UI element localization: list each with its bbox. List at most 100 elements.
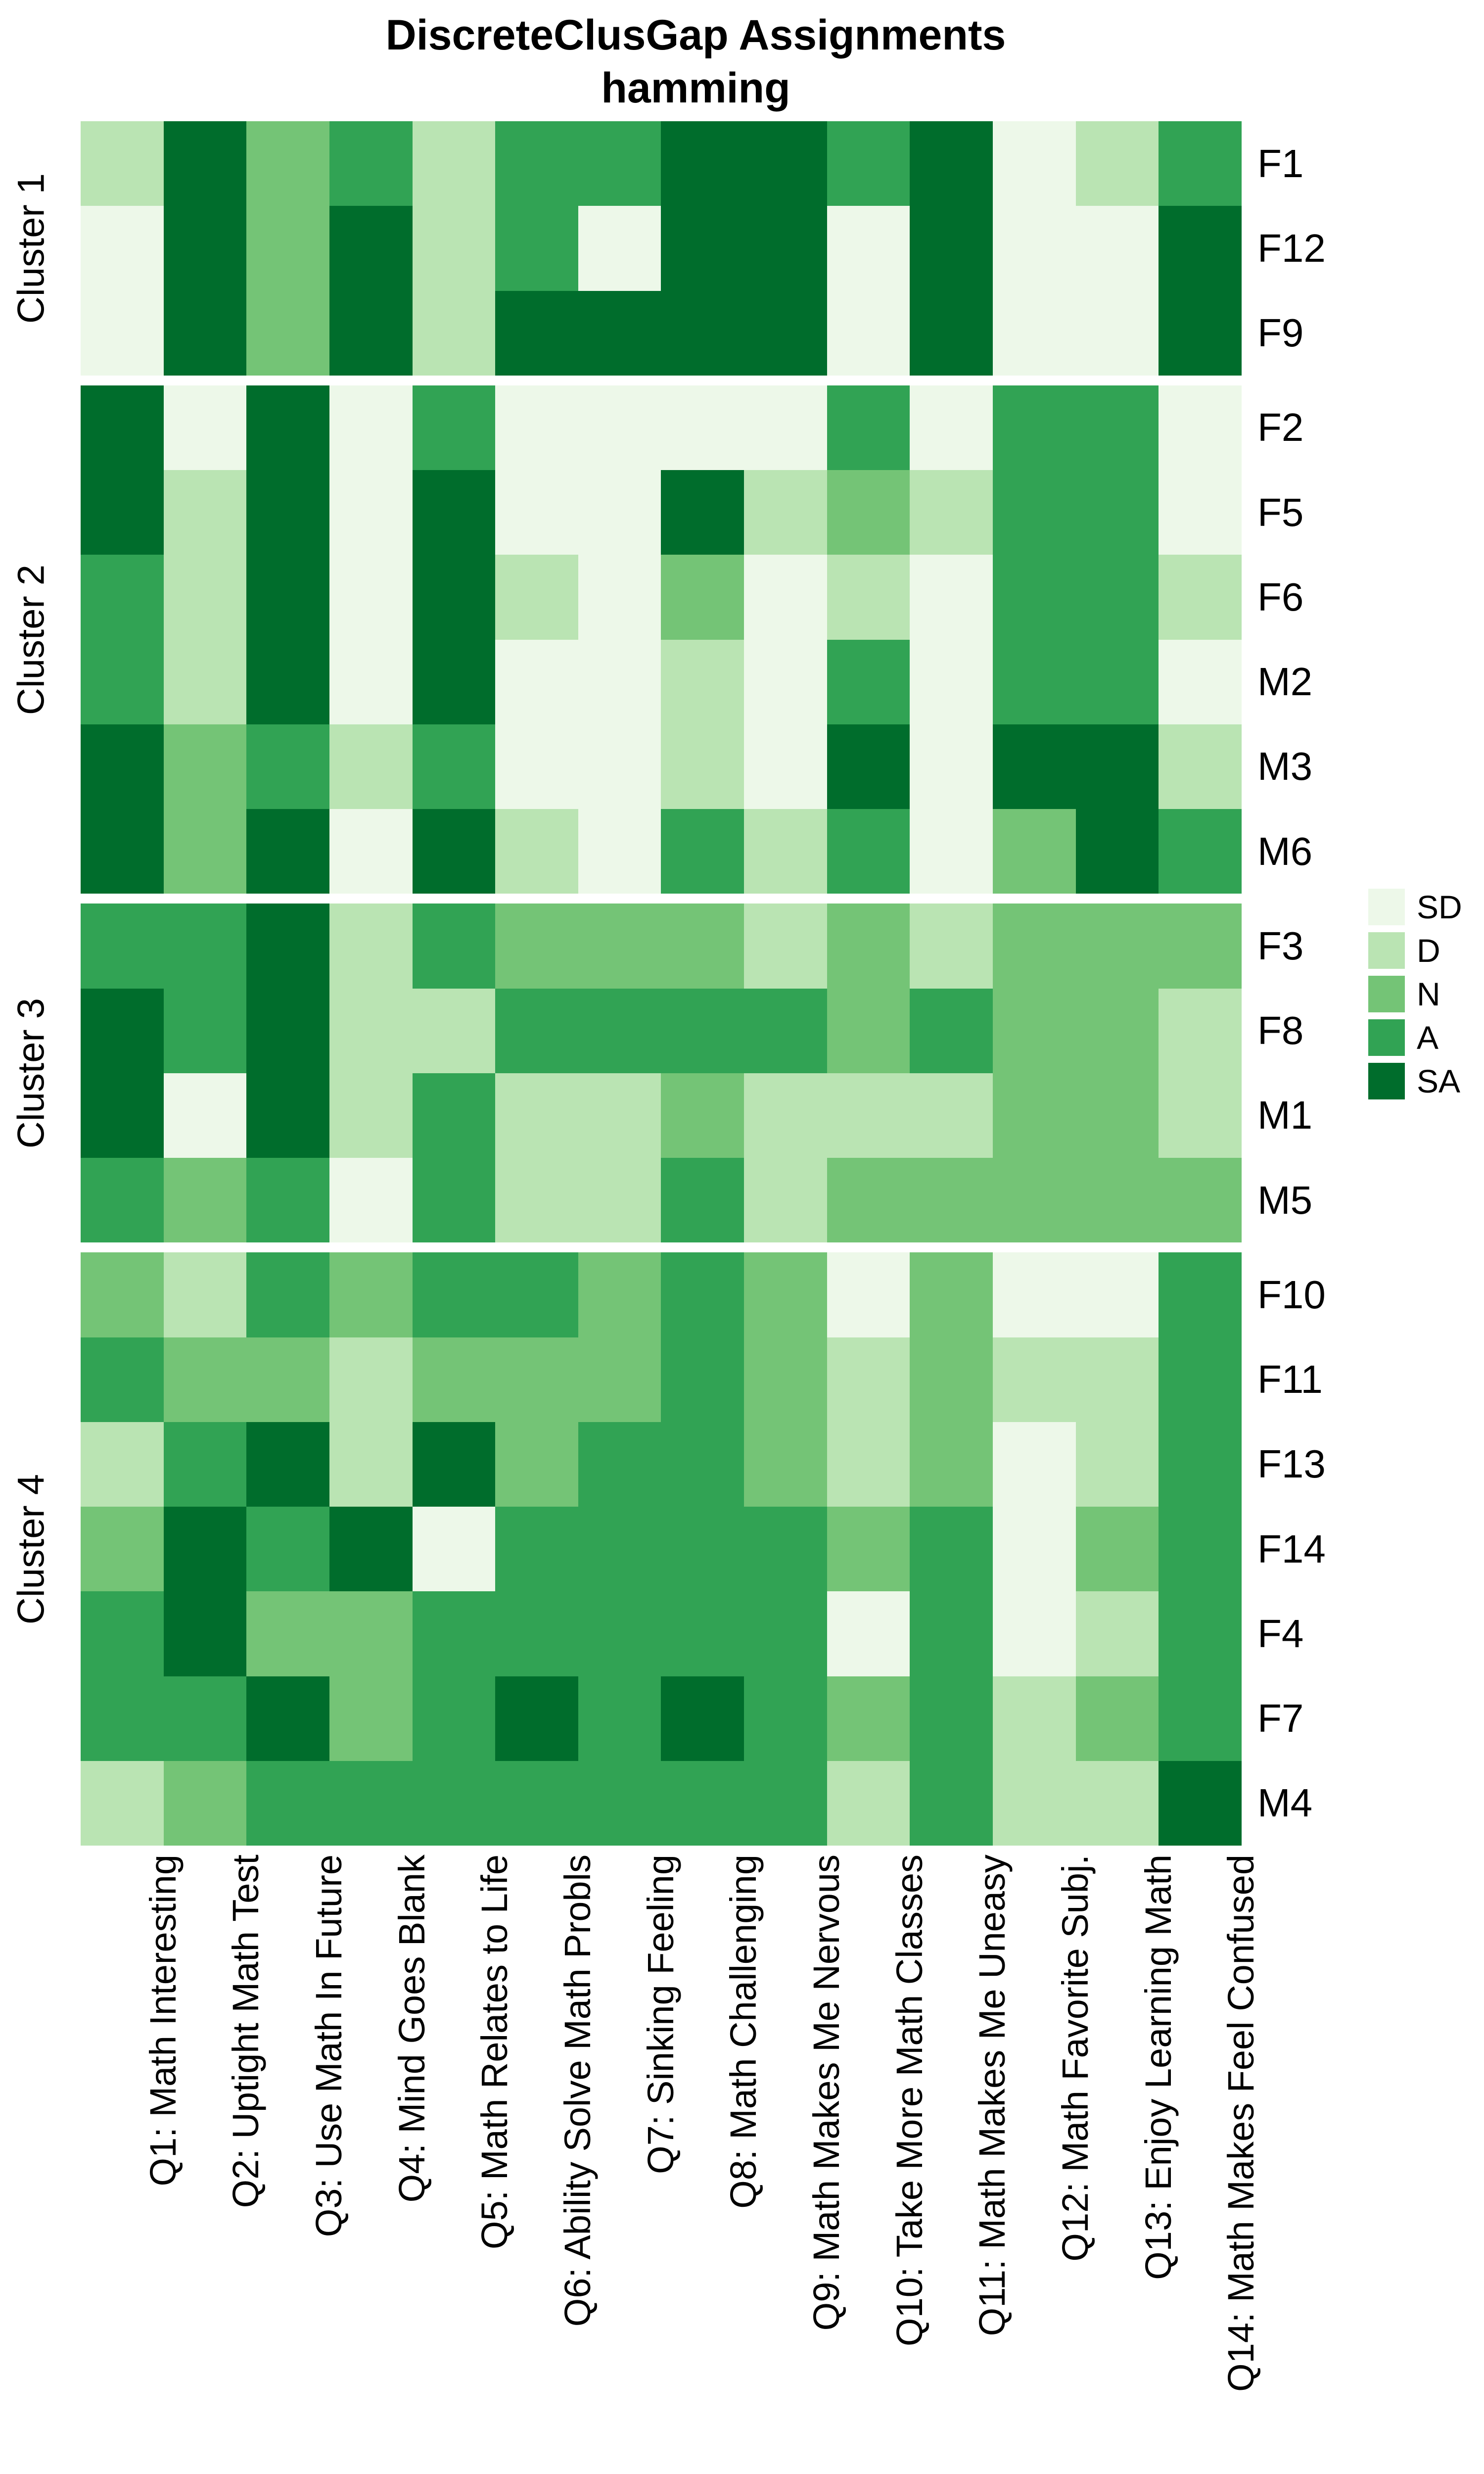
heatmap-cell [744,904,827,989]
heatmap-cell [744,1337,827,1422]
heatmap-cell [910,1760,993,1846]
heatmap-cell [329,809,413,894]
heatmap-cell [1075,1252,1159,1337]
heatmap-cell [329,470,413,555]
heatmap-cell [910,121,993,206]
heatmap-cell [744,1507,827,1592]
heatmap-cell [1075,1158,1159,1243]
row-label: F8 [1257,1008,1304,1053]
row-label: M1 [1257,1093,1313,1138]
heatmap-cell [1075,639,1159,724]
heatmap-cell [661,290,744,376]
heatmap-cell [827,206,910,291]
heatmap-cell [661,1507,744,1592]
heatmap-row-M5: M5 [81,1158,1312,1243]
row-label: F11 [1257,1357,1323,1402]
heatmap-cell [910,385,993,470]
heatmap-cell [81,290,164,376]
heatmap-cell [495,555,578,640]
heatmap-cell [412,206,496,291]
heatmap-cell [744,1760,827,1846]
heatmap-cell [246,1676,329,1761]
heatmap-cell [827,1158,910,1243]
heatmap-cell [910,1337,993,1422]
heatmap-cell [495,290,578,376]
row-label: F6 [1257,574,1304,619]
heatmap-cell [495,1337,578,1422]
heatmap-cell [578,206,661,291]
heatmap-cell [495,1252,578,1337]
heatmap-cell [661,639,744,724]
heatmap-cell [827,988,910,1073]
heatmap-cell [1075,290,1159,376]
row-label: F14 [1257,1526,1326,1571]
heatmap-cell [246,121,329,206]
heatmap-cell [993,1507,1076,1592]
legend-label: SD [1417,889,1462,925]
row-label: F10 [1257,1272,1326,1317]
heatmap-cell [81,1676,164,1761]
cluster-rows: F10 F11 F13 F14 F4 F7 M4 [81,1252,1326,1846]
heatmap-cell [910,988,993,1073]
heatmap-row-F6: F6 [81,555,1303,640]
row-label: F2 [1257,405,1304,450]
heatmap-cell [163,809,247,894]
heatmap-cell [163,988,247,1073]
x-axis-label: Q11: Math Makes Me Uneasy [972,1855,1013,2336]
heatmap-cell [578,470,661,555]
legend-swatch [1368,932,1405,969]
legend-item-D: D [1368,932,1462,969]
heatmap-cell [578,385,661,470]
heatmap-row-F2: F2 [81,385,1303,470]
heatmap-cell [412,724,496,809]
heatmap-cell [246,639,329,724]
heatmap-cell [1159,1760,1242,1846]
heatmap-cell [81,1252,164,1337]
heatmap-cell [827,639,910,724]
heatmap-cell [163,1760,247,1846]
heatmap-cell [412,385,496,470]
heatmap-cell [993,988,1076,1073]
legend-label: D [1417,932,1440,969]
heatmap-row-F3: F3 [81,904,1303,989]
heatmap-cell [993,1158,1076,1243]
heatmap-cell [412,555,496,640]
heatmap-cell [163,290,247,376]
heatmap-cell [578,1422,661,1507]
heatmap-cell [163,555,247,640]
heatmap-cell [661,1760,744,1846]
heatmap-cell [246,1158,329,1243]
heatmap-cell [910,1676,993,1761]
heatmap-cell [578,904,661,989]
row-label: F13 [1257,1442,1326,1486]
heatmap-cell [578,1158,661,1243]
cluster-rows: F2 F5 F6 M2 M3 M6 [81,385,1312,894]
x-axis-label: Q4: Mind Goes Blank [391,1855,432,2203]
heatmap-cell [1159,1676,1242,1761]
heatmap-cell [744,1422,827,1507]
heatmap-cell [81,555,164,640]
heatmap-cell [163,206,247,291]
heatmap-cell [81,1422,164,1507]
heatmap-cell [910,290,993,376]
heatmap-cell [329,1158,413,1243]
heatmap-cell [163,1676,247,1761]
row-label: F12 [1257,226,1326,270]
heatmap-cell [1075,206,1159,291]
heatmap-cell [910,206,993,291]
heatmap-cell [578,809,661,894]
heatmap-cell [1159,1507,1242,1592]
heatmap-cell [163,724,247,809]
heatmap-cell [1075,1591,1159,1676]
heatmap-cell [495,809,578,894]
heatmap-cell [993,1676,1076,1761]
heatmap-cell [910,1591,993,1676]
heatmap-cell [329,555,413,640]
heatmap-cell [163,385,247,470]
heatmap-cell [1075,385,1159,470]
heatmap-cell [744,639,827,724]
heatmap-row-F14: F14 [81,1507,1326,1592]
heatmap-cell [993,1252,1076,1337]
heatmap-cell [81,1507,164,1592]
heatmap-cell [412,1073,496,1158]
